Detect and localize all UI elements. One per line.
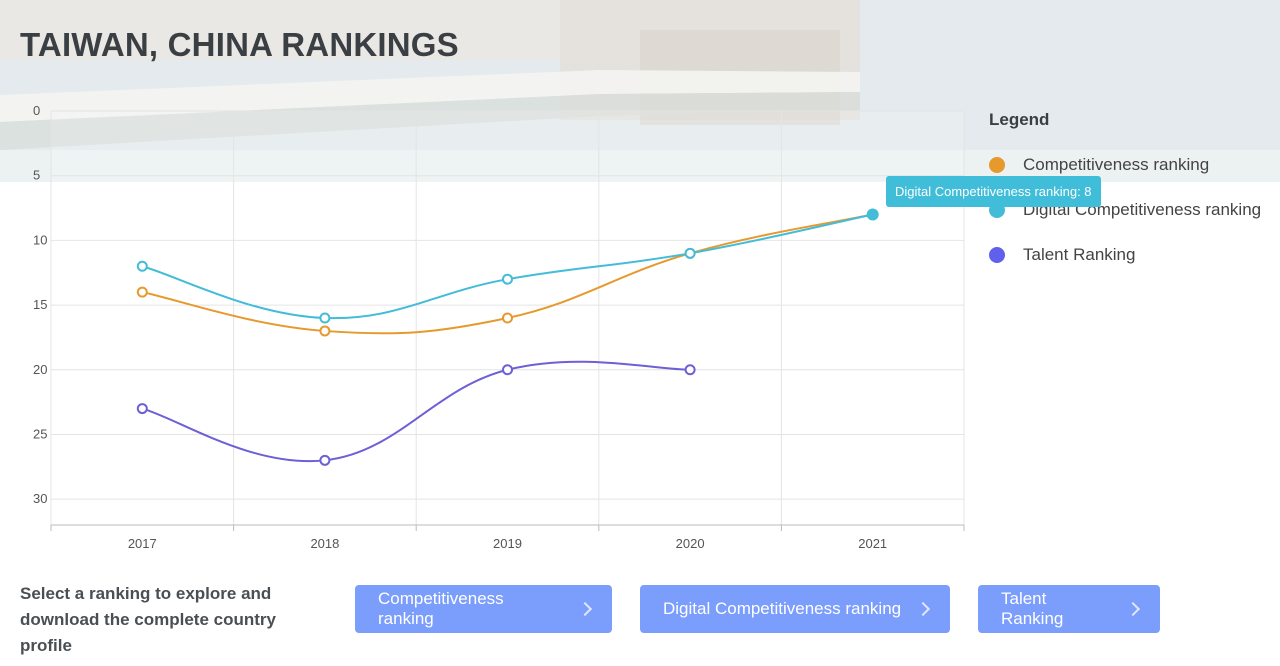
digital-competitiveness-ranking-button[interactable]: Digital Competitiveness ranking [640,585,950,633]
cta-instructions: Select a ranking to explore and download… [20,584,276,655]
data-point [684,364,696,376]
y-tick-label: 0 [33,103,40,118]
legend-label: Competitiveness ranking [1023,155,1210,174]
header-banner-image [0,0,1280,182]
y-tick-label: 25 [33,426,47,441]
button-label: Talent Ranking [1001,589,1064,628]
legend-title: Legend [989,110,1050,129]
series-line-2 [142,360,691,463]
legend-item-talent[interactable]: Talent Ranking [989,244,1279,266]
y-tick-label: 20 [33,362,47,377]
y-tick-label: 30 [33,491,47,506]
competitiveness-ranking-button[interactable]: Competitiveness ranking [355,585,612,633]
data-point [502,364,513,376]
legend-label: Talent Ranking [1023,245,1136,264]
data-point [866,208,879,221]
x-tick-label: 2021 [858,536,887,551]
page-title: TAIWAN, CHINA RANKINGS [20,26,459,63]
legend-item-competitiveness[interactable]: Competitiveness ranking [989,154,1279,176]
button-label: Competitiveness ranking [378,589,504,628]
chart-tooltip: Digital Competitiveness ranking: 8 [886,176,1101,207]
data-point [319,325,331,337]
x-tick-label: 2019 [493,536,522,551]
chart-legend: Legend Competitiveness ranking Digital C… [989,110,1279,289]
chevron-right-icon [915,601,931,617]
x-tick-label: 2017 [128,536,157,551]
button-label: Digital Competitiveness ranking [663,599,902,618]
legend-swatch-talent [989,247,1005,263]
data-point [684,247,696,259]
data-point [136,286,148,298]
x-tick-label: 2020 [676,536,705,551]
talent-ranking-button[interactable]: Talent Ranking [978,585,1160,633]
data-point [136,260,148,272]
data-point [136,403,148,415]
y-tick-label: 5 [33,168,40,183]
y-tick-label: 15 [33,297,47,312]
data-point [319,312,331,324]
data-point [502,312,513,324]
y-tick-label: 10 [33,232,47,247]
chevron-right-icon [577,601,593,617]
chevron-right-icon [1126,601,1141,617]
data-point [319,454,331,466]
x-tick-label: 2018 [310,536,339,551]
data-point [502,273,513,285]
legend-swatch-competitiveness [989,157,1005,173]
